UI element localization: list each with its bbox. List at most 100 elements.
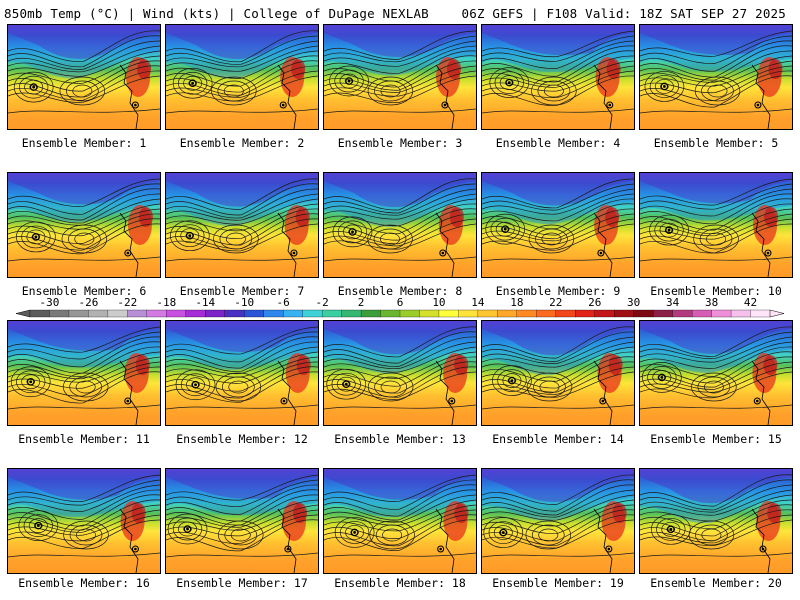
colorbar-swatch — [575, 309, 596, 318]
colorbar-tick-label: -14 — [195, 296, 215, 309]
colorbar-swatch — [653, 309, 674, 318]
colorbar-swatch — [88, 309, 109, 318]
colorbar-swatch — [68, 309, 89, 318]
colorbar-swatch — [107, 309, 128, 318]
ensemble-map-panel-6 — [7, 172, 161, 278]
ensemble-map-panel-1 — [7, 24, 161, 130]
ensemble-member-label: Ensemble Member: 12 — [176, 432, 308, 446]
colorbar-swatch — [594, 309, 615, 318]
valid-time: 06Z GEFS | F108 Valid: 18Z SAT SEP 27 20… — [461, 6, 786, 21]
ensemble-map-panel-3 — [323, 24, 477, 130]
colorbar-tick-label: 18 — [510, 296, 523, 309]
ensemble-member-label: Ensemble Member: 15 — [650, 432, 782, 446]
ensemble-map-panel-20 — [639, 468, 793, 574]
colorbar-tick-label: -10 — [234, 296, 254, 309]
colorbar-swatch — [730, 309, 751, 318]
ensemble-map-panel-11 — [7, 320, 161, 426]
ensemble-member-label: Ensemble Member: 17 — [176, 576, 308, 590]
ensemble-map-panel-16 — [7, 468, 161, 574]
colorbar-swatch — [399, 309, 420, 318]
colorbar-swatch — [419, 309, 440, 318]
colorbar-swatch — [283, 309, 304, 318]
colorbar-swatch — [711, 309, 732, 318]
colorbar-right-arrow — [769, 309, 785, 318]
colorbar-tick-label: 2 — [358, 296, 365, 309]
colorbar-swatch — [49, 309, 70, 318]
ensemble-member-label: Ensemble Member: 14 — [492, 432, 624, 446]
ensemble-map-panel-4 — [481, 24, 635, 130]
ensemble-member-label: Ensemble Member: 18 — [334, 576, 466, 590]
colorbar-swatch — [497, 309, 518, 318]
ensemble-member-label: Ensemble Member: 3 — [337, 136, 463, 150]
colorbar-swatch — [555, 309, 576, 318]
ensemble-member-label: Ensemble Member: 1 — [21, 136, 147, 150]
ensemble-member-label: Ensemble Member: 7 — [179, 284, 305, 298]
ensemble-member-label: Ensemble Member: 20 — [650, 576, 782, 590]
colorbar-tick-label: 30 — [627, 296, 640, 309]
colorbar-swatch — [633, 309, 654, 318]
ensemble-member-label: Ensemble Member: 4 — [495, 136, 621, 150]
colorbar-swatch — [750, 309, 771, 318]
colorbar-tick-label: 10 — [432, 296, 445, 309]
ensemble-member-label: Ensemble Member: 8 — [337, 284, 463, 298]
ensemble-map-panel-18 — [323, 468, 477, 574]
colorbar-swatch — [146, 309, 167, 318]
colorbar-swatch — [536, 309, 557, 318]
colorbar-tick-label: 34 — [666, 296, 680, 309]
ensemble-map-panel-5 — [639, 24, 793, 130]
ensemble-map-panel-14 — [481, 320, 635, 426]
colorbar-tick-label: -30 — [40, 296, 60, 309]
colorbar-swatch — [224, 309, 245, 318]
colorbar-swatch — [438, 309, 459, 318]
ensemble-member-label: Ensemble Member: 5 — [653, 136, 779, 150]
colorbar-swatch — [302, 309, 323, 318]
colorbar-swatch — [205, 309, 226, 318]
colorbar-tick-label: -26 — [78, 296, 98, 309]
ensemble-map-panel-17 — [165, 468, 319, 574]
ensemble-member-label: Ensemble Member: 11 — [18, 432, 150, 446]
ensemble-member-label: Ensemble Member: 9 — [495, 284, 621, 298]
colorbar-tick-label: -6 — [277, 296, 290, 309]
temperature-colorbar: -30 -26 -22 -18 -14 -10 -6 -2 2 6 10 14 18 22 26 30 34 38… — [15, 296, 785, 318]
colorbar-swatch — [458, 309, 479, 318]
ensemble-member-label: Ensemble Member: 10 — [650, 284, 782, 298]
colorbar-swatch — [691, 309, 713, 318]
colorbar-swatch — [360, 309, 381, 318]
colorbar-swatch — [127, 309, 148, 318]
colorbar-swatch — [614, 309, 635, 318]
colorbar-swatch — [263, 309, 284, 318]
colorbar-swatch — [516, 309, 537, 318]
colorbar-swatch — [321, 309, 343, 318]
ensemble-map-panel-7 — [165, 172, 319, 278]
colorbar-tick-label: 42 — [744, 296, 757, 309]
ensemble-map-panel-12 — [165, 320, 319, 426]
colorbar-tick-label: 22 — [549, 296, 562, 309]
ensemble-map-panel-13 — [323, 320, 477, 426]
colorbar-swatch — [185, 309, 206, 318]
ensemble-member-label: Ensemble Member: 16 — [18, 576, 150, 590]
colorbar-swatch — [672, 309, 693, 318]
colorbar-tick-label: 14 — [471, 296, 485, 309]
colorbar-tick-label: 6 — [397, 296, 404, 309]
colorbar-swatch — [29, 309, 50, 318]
colorbar-tick-label: 38 — [705, 296, 718, 309]
map-title: 850mb Temp (°C) | Wind (kts) | College o… — [4, 6, 429, 21]
colorbar-tick-label: -18 — [156, 296, 176, 309]
ensemble-member-label: Ensemble Member: 13 — [334, 432, 466, 446]
ensemble-map-panel-15 — [639, 320, 793, 426]
ensemble-map-panel-8 — [323, 172, 477, 278]
colorbar-tick-label: -2 — [315, 296, 328, 309]
colorbar-swatch — [166, 309, 187, 318]
colorbar-swatch — [341, 309, 362, 318]
colorbar-left-arrow — [15, 309, 31, 318]
ensemble-map-panel-19 — [481, 468, 635, 574]
ensemble-map-panel-9 — [481, 172, 635, 278]
colorbar-tick-label: -22 — [117, 296, 137, 309]
ensemble-member-label: Ensemble Member: 19 — [492, 576, 624, 590]
colorbar-swatch — [380, 309, 401, 318]
ensemble-member-label: Ensemble Member: 6 — [21, 284, 147, 298]
ensemble-member-label: Ensemble Member: 2 — [179, 136, 305, 150]
ensemble-map-panel-10 — [639, 172, 793, 278]
ensemble-map-panel-2 — [165, 24, 319, 130]
colorbar-swatch — [244, 309, 265, 318]
